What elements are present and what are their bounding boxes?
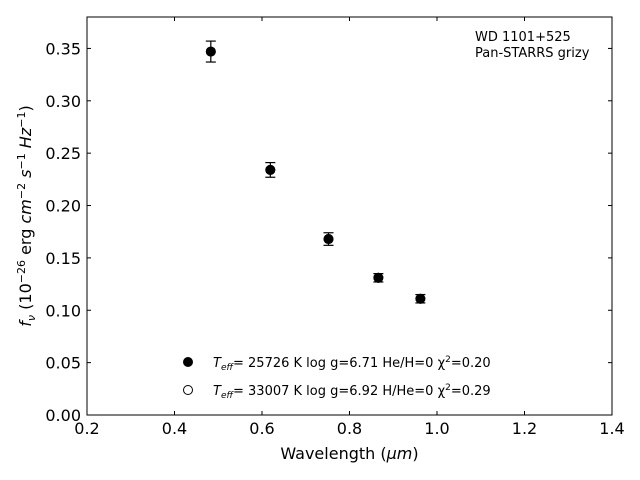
x-label-part: ) (412, 444, 418, 463)
legend-chi-value: =0.20 (451, 356, 491, 371)
model-point-filled (373, 272, 384, 283)
legend-chi-sup: 2 (445, 383, 451, 393)
x-label-unit: μm (386, 444, 413, 463)
legend-teff: T (213, 384, 222, 399)
legend-params: = 33007 K log g=6.92 H/He=0 χ (233, 384, 446, 399)
x-tick-label: 1.2 (512, 419, 537, 438)
legend: Teff= 25726 K log g=6.71 He/H=0 χ2=0.20T… (183, 355, 491, 401)
legend-chi-sup: 2 (445, 355, 451, 365)
annotation-survey: Pan-STARRS grizy (475, 46, 590, 61)
plot-frame (86, 16, 613, 416)
y-tick-label: 0.30 (45, 92, 81, 111)
legend-label: Teff= 25726 K log g=6.71 He/H=0 χ2=0.20 (213, 355, 491, 373)
x-tick-label: 1.0 (424, 419, 449, 438)
legend-teff-sub: eff (221, 391, 235, 401)
annotation-object: WD 1101+525 (475, 30, 571, 45)
x-axis-label: Wavelength (μm) (280, 444, 418, 463)
y-tick-label: 0.10 (45, 301, 81, 320)
model-point-filled (415, 293, 426, 304)
y-tick-label: 0.20 (45, 197, 81, 216)
legend-marker (183, 385, 193, 395)
y-label-part: Hz (16, 127, 35, 153)
legend-teff: T (213, 356, 222, 371)
y-label-part: −26 (15, 260, 28, 283)
legend-label: Teff= 33007 K log g=6.92 H/He=0 χ2=0.29 (213, 383, 491, 401)
legend-marker (183, 357, 193, 367)
y-label-part: −1 (15, 153, 28, 169)
x-tick-label: 1.4 (599, 419, 624, 438)
legend-chi-value: =0.29 (451, 384, 491, 399)
axis-ticks: 0.2 0.4 0.6 0.8 1.0 1.2 1.4 0.00 0.05 0.10 0.15 0.2… (45, 17, 625, 438)
y-label-part: (10 (16, 283, 35, 315)
model-point-filled (205, 46, 216, 57)
data-markers (205, 40, 426, 304)
legend-teff-sub: eff (221, 363, 235, 373)
x-tick-label: 0.8 (337, 419, 362, 438)
y-label-part: −2 (15, 183, 28, 199)
y-tick-label: 0.05 (45, 354, 81, 373)
model-point-filled (265, 164, 276, 175)
y-label-part: −1 (15, 112, 28, 128)
y-tick-label: 0.15 (45, 249, 81, 268)
y-label-part: s (16, 170, 35, 183)
y-label-part: ) (16, 105, 35, 111)
y-label-part: f (16, 319, 35, 327)
y-tick-label: 0.35 (45, 39, 81, 58)
y-label-part: ν (25, 315, 38, 321)
y-tick-label: 0.25 (45, 144, 81, 163)
legend-params: = 25726 K log g=6.71 He/H=0 χ (233, 356, 446, 371)
y-axis-label: fν (10−26 erg cm−2 s−1 Hz−1) (15, 105, 38, 326)
y-label-part: cm (16, 199, 35, 223)
x-tick-label: 0.4 (162, 419, 187, 438)
x-tick-label: 0.2 (74, 419, 99, 438)
model-point-filled (323, 234, 334, 245)
y-label-part: erg (16, 224, 35, 260)
x-label-part: Wavelength ( (280, 444, 386, 463)
x-tick-label: 0.6 (249, 419, 274, 438)
y-tick-label: 0.00 (45, 406, 81, 425)
